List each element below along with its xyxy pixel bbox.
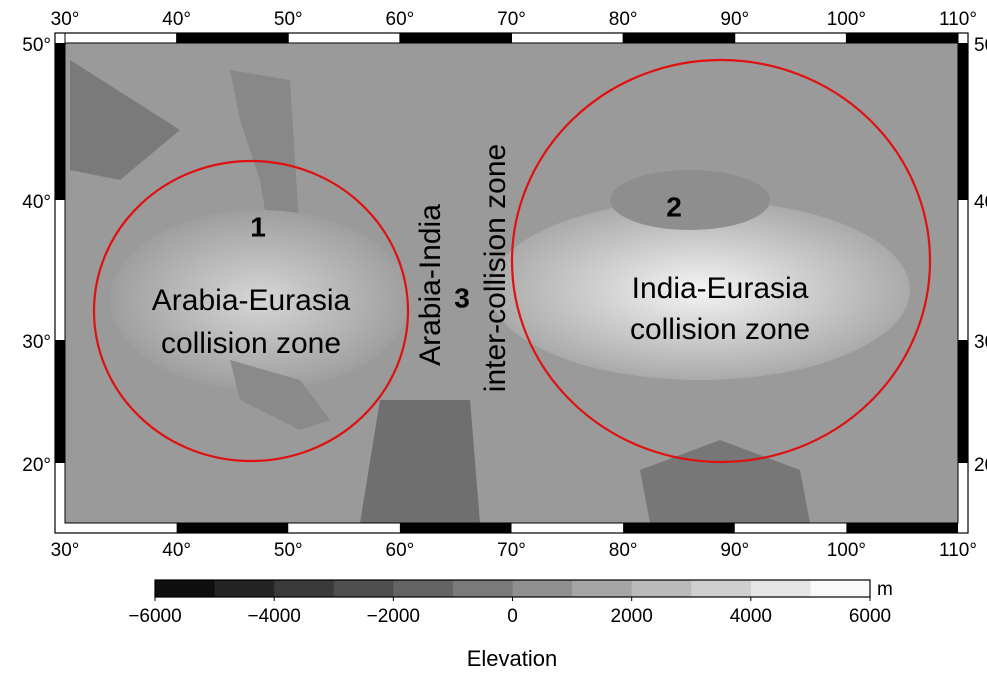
lat-label: 20° <box>974 455 987 476</box>
lon-label: 30° <box>51 540 80 561</box>
colorbar-title: Elevation <box>467 646 558 671</box>
lon-label: 30° <box>51 9 80 30</box>
colorbar-bin <box>155 580 215 597</box>
lon-label: 100° <box>827 9 866 30</box>
lat-label: 40° <box>974 192 987 213</box>
colorbar-bin <box>513 580 573 597</box>
frame-segment <box>846 33 958 43</box>
zone-label: India-Eurasia <box>632 272 809 305</box>
frame-segment <box>55 340 65 463</box>
lat-label: 30° <box>974 332 987 353</box>
lon-label: 100° <box>827 540 866 561</box>
lon-label: 80° <box>609 540 638 561</box>
colorbar-bin <box>453 580 513 597</box>
lon-label: 110° <box>939 9 977 30</box>
colorbar-bin <box>751 580 811 597</box>
zone-label: inter-collision zone <box>479 144 512 392</box>
zone-number: 2 <box>666 191 682 222</box>
frame-segment <box>177 33 289 43</box>
lon-label: 40° <box>162 540 191 561</box>
frame-segment <box>958 340 968 463</box>
colorbar-tick-label: −6000 <box>128 606 181 627</box>
lon-label: 90° <box>720 540 749 561</box>
frame-segment <box>400 523 512 533</box>
colorbar-bin <box>334 580 394 597</box>
colorbar-bin <box>572 580 632 597</box>
frame-segment <box>623 33 735 43</box>
lon-label: 50° <box>274 9 303 30</box>
colorbar-tick-label: 6000 <box>849 606 891 627</box>
lat-label: 30° <box>22 332 51 353</box>
colorbar: m Elevation −6000 −4000 −2000 0 2000 4000 6000 <box>128 579 893 671</box>
zone-number: 3 <box>454 282 470 313</box>
colorbar-tick-label: 2000 <box>611 606 653 627</box>
lon-label: 80° <box>609 9 638 30</box>
frame-segment <box>55 43 65 200</box>
frame-segment <box>623 523 735 533</box>
colorbar-bin <box>810 580 870 597</box>
colorbar-bin <box>632 580 692 597</box>
zone-label: Arabia-India <box>414 204 447 366</box>
colorbar-tick-label: 4000 <box>730 606 772 627</box>
lon-label: 60° <box>386 540 415 561</box>
lon-label: 110° <box>939 540 977 561</box>
lon-label: 70° <box>497 9 526 30</box>
colorbar-tick-label: 0 <box>507 606 518 627</box>
lat-label: 20° <box>22 455 51 476</box>
colorbar-bin <box>393 580 453 597</box>
colorbar-bin <box>215 580 275 597</box>
page: 30° 30° 40° 40° 50° 50° 60° 60° 70° 70° 80° 80° 90° 9… <box>0 0 987 675</box>
frame-segment <box>177 523 289 533</box>
frame-segment <box>400 33 512 43</box>
colorbar-tick-label: −4000 <box>247 606 300 627</box>
lon-label: 40° <box>162 9 191 30</box>
zone-label: collision zone <box>630 313 810 346</box>
colorbar-bin <box>274 580 334 597</box>
zone-label: Arabia-Eurasia <box>152 284 351 317</box>
colorbar-tick-label: −2000 <box>367 606 420 627</box>
zone-label: collision zone <box>161 327 341 360</box>
frame-segment <box>846 523 958 533</box>
lat-label: 40° <box>22 192 51 213</box>
lat-label: 50° <box>974 35 987 56</box>
frame-segment <box>958 43 968 200</box>
zone-number: 1 <box>250 211 266 242</box>
lon-label: 50° <box>274 540 303 561</box>
lon-label: 90° <box>720 9 749 30</box>
lon-label: 70° <box>497 540 526 561</box>
lat-label: 50° <box>22 35 51 56</box>
lon-label: 60° <box>386 9 415 30</box>
colorbar-unit: m <box>877 579 893 600</box>
colorbar-bin <box>691 580 751 597</box>
map-figure: 30° 30° 40° 40° 50° 50° 60° 60° 70° 70° 80° 80° 90° 9… <box>0 0 987 675</box>
